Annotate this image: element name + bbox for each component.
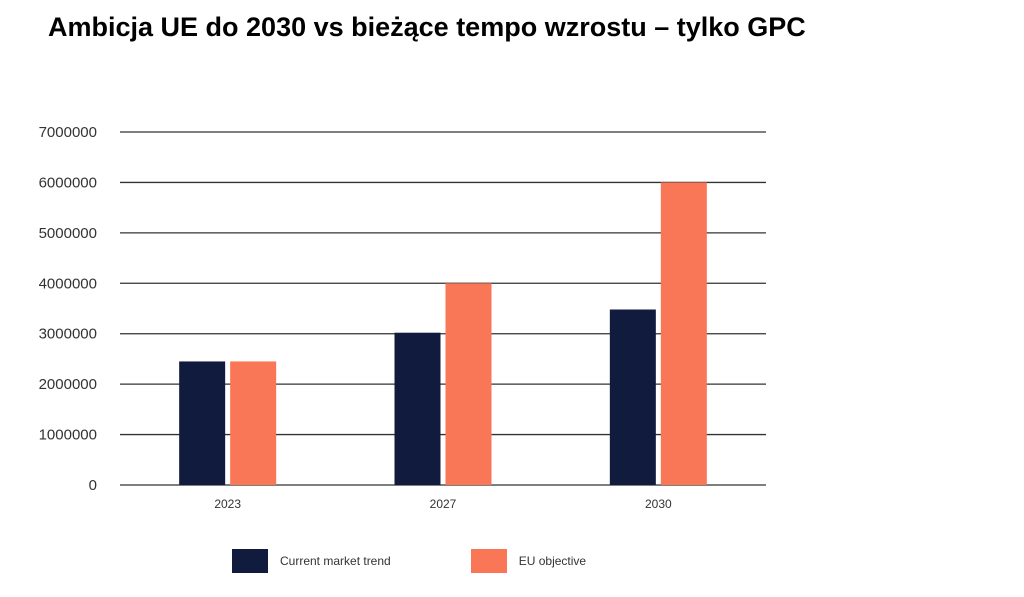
y-tick-label: 3000000 [39,326,97,343]
x-tick-label: 2023 [214,497,241,511]
legend: Current market trend EU objective [232,549,666,573]
x-tick-label: 2027 [430,497,457,511]
bar-eu-objective-2023 [230,361,277,485]
legend-item-current-market-trend: Current market trend [232,549,391,573]
bar-current-market-trend-2023 [179,361,226,485]
y-tick-label: 7000000 [39,124,97,141]
y-tick-label: 5000000 [39,225,97,242]
x-tick-label: 2030 [645,497,672,511]
legend-item-eu-objective: EU objective [470,549,587,573]
y-tick-label: 4000000 [39,275,97,292]
y-tick-label: 0 [89,477,97,494]
bar-current-market-trend-2027 [394,332,441,485]
y-tick-label: 1000000 [39,427,97,444]
bar-eu-objective-2030 [660,182,707,485]
y-tick-label: 6000000 [39,174,97,191]
legend-swatch-eu-objective [470,549,507,573]
legend-label-eu-objective: EU objective [518,554,587,568]
y-tick-label: 2000000 [39,376,97,393]
bar-current-market-trend-2030 [609,309,656,485]
legend-label-current-market-trend: Current market trend [280,554,391,568]
legend-swatch-current-market-trend [232,549,268,573]
chart-title: Ambicja UE do 2030 vs bieżące tempo wzro… [48,12,806,42]
bar-chart: 0 1000000 2000000 3000000 4000000 5000000 6000… [39,124,766,511]
bar-eu-objective-2027 [445,283,492,485]
